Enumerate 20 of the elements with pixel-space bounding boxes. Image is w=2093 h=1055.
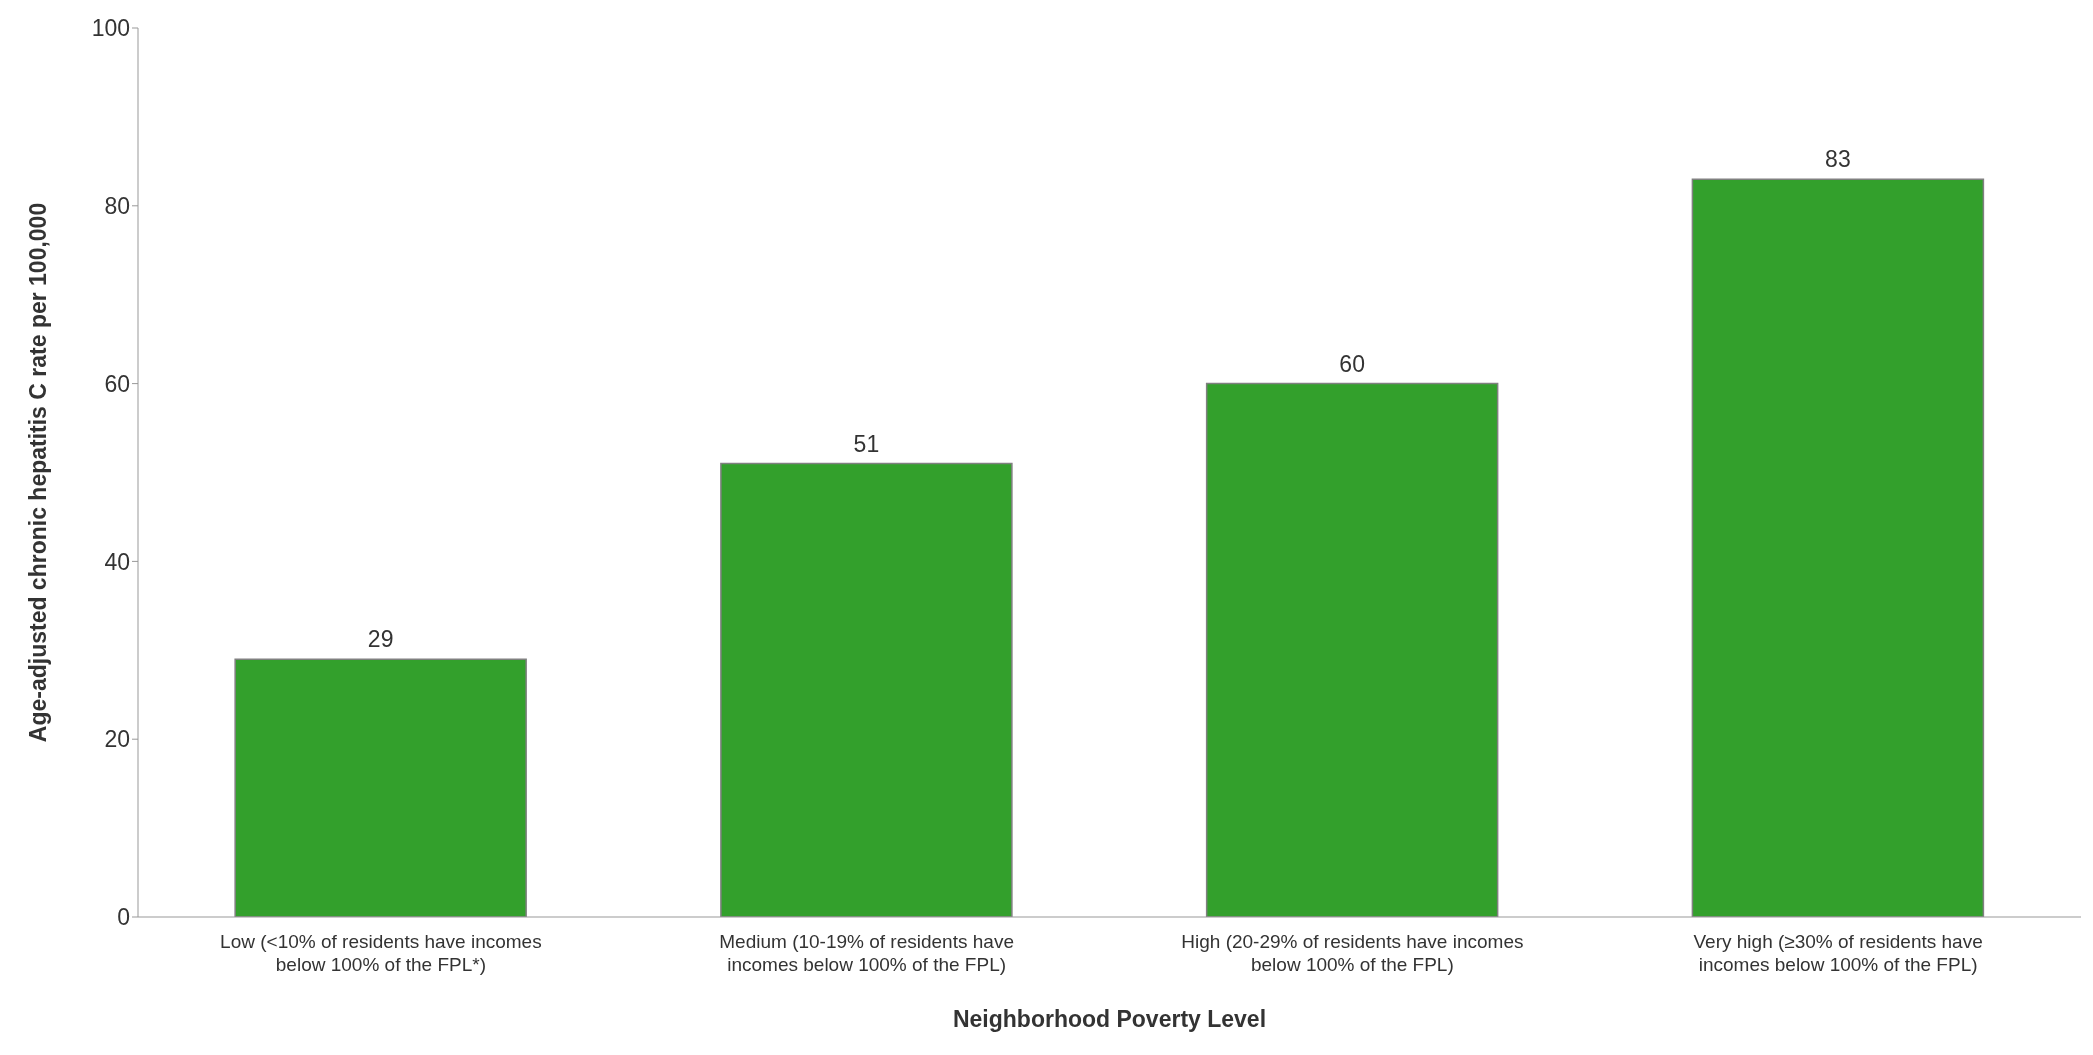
data-label: 51 (853, 430, 880, 457)
data-label: 83 (1825, 146, 1851, 173)
x-tick-label: High (20-29% of residents have incomes below 100% of the FPL) (1181, 931, 1524, 975)
bar (720, 462, 1013, 917)
x-axis-title: Neighborhood Poverty Level (952, 1006, 1267, 1032)
y-tick-label: 80 (104, 192, 130, 219)
y-tick-label: 20 (104, 726, 130, 753)
bar (234, 658, 527, 917)
data-label: 60 (1339, 350, 1365, 377)
y-tick-label: 0 (117, 904, 130, 931)
y-tick-label: 60 (104, 370, 130, 397)
y-tick-label: 100 (91, 15, 130, 42)
x-tick-label: Medium (10-19% of residents have incomes below 100% of the FPL) (719, 931, 1014, 975)
x-tick-label: Low (<10% of residents have incomes below 100% of the FPL*) (220, 931, 542, 975)
bar (1205, 382, 1499, 917)
y-tick-label: 40 (104, 548, 130, 575)
data-label: 29 (367, 626, 394, 653)
bar (1691, 178, 1985, 917)
x-tick-label: Very high (≥30% of residents have incomes below 100% of the FPL) (1693, 931, 1983, 975)
y-axis-title: Age-adjusted chronic hepatitis C rate per 100,000 (25, 202, 52, 743)
